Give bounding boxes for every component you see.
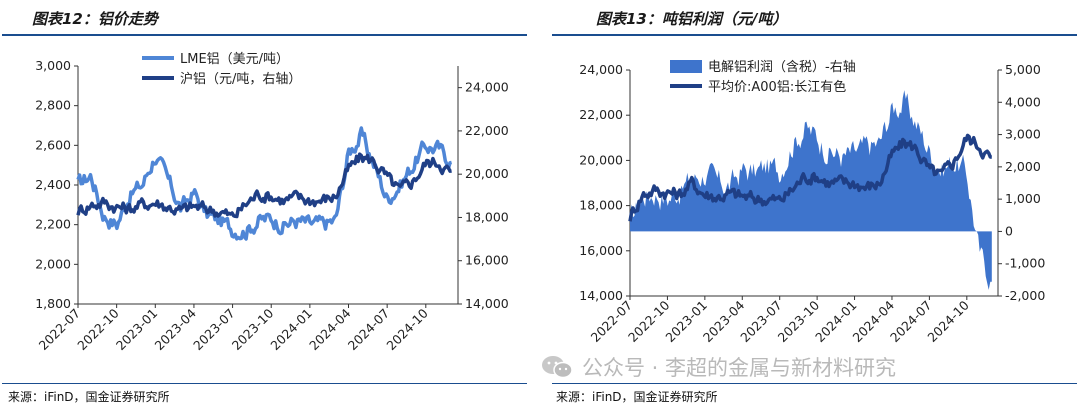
left-axis-tick-label: 22,000 — [579, 107, 623, 122]
left-source-note: 来源：iFinD，国金证券研究所 — [8, 390, 170, 404]
series-line-1 — [76, 152, 452, 219]
left-axis-tick-label: 2,800 — [35, 98, 71, 113]
series-line-1 — [628, 133, 993, 222]
left-axis-tick-label: 1,800 — [35, 296, 71, 311]
x-axis-tick-label: 2023-10 — [229, 305, 277, 353]
x-axis-tick-label: 2023-04 — [152, 305, 200, 353]
legend-label: 电解铝利润（含税）-右轴 — [708, 59, 856, 75]
right-axis-tick-label: 2,000 — [1005, 159, 1041, 174]
aluminum-price-chart: 1,800 2,000 2,200 2,400 2,600 2,800 3,000 14,00… — [35, 52, 509, 354]
watermark-text: 公众号 · 李超的金属与新材料研究 — [582, 356, 897, 380]
aluminum-profit-chart: 14,000 16,000 18,000 20,000 22,000 24,000 -2,0… — [579, 59, 1045, 345]
x-axis-tick-label: 2024-10 — [383, 305, 431, 353]
left-top-rule — [2, 34, 527, 36]
x-axis-tick-label: 2024-10 — [924, 297, 972, 345]
right-axis-tick-label: 3,000 — [1005, 127, 1041, 142]
left-axis-tick-label: 14,000 — [579, 288, 623, 303]
right-axis-tick-label: 20,000 — [465, 166, 509, 181]
watermark: 公众号 · 李超的金属与新材料研究 — [540, 352, 896, 382]
right-bottom-rule — [552, 383, 1077, 384]
legend-swatch — [670, 60, 702, 73]
wechat-logo-icon — [542, 356, 573, 379]
right-top-rule — [552, 34, 1077, 36]
left-bottom-rule — [2, 383, 527, 384]
series-line-0 — [76, 126, 453, 241]
right-source-note: 来源：iFinD，国金证券研究所 — [556, 390, 718, 404]
left-axis-tick-label: 3,000 — [35, 58, 71, 73]
legend-label: 平均价:A00铝:长江有色 — [708, 79, 846, 95]
x-axis-tick-label: 2022-07 — [36, 306, 84, 354]
right-axis-tick-label: 22,000 — [465, 123, 509, 138]
right-axis-tick-label: 4,000 — [1005, 94, 1041, 109]
x-axis-tick-label: 2023-07 — [190, 306, 238, 354]
left-axis-tick-label: 2,400 — [35, 177, 71, 192]
right-axis-tick-label: 16,000 — [465, 253, 509, 268]
x-axis-tick-label: 2023-01 — [113, 306, 161, 354]
legend-label: LME铝（美元/吨） — [180, 52, 289, 67]
left-axis-tick-label: 24,000 — [579, 62, 623, 77]
left-axis-tick-label: 18,000 — [579, 198, 623, 213]
right-axis-tick-label: -1,000 — [1005, 256, 1045, 271]
right-axis-tick-label: 1,000 — [1005, 191, 1041, 206]
left-panel-title: 图表12：铝价走势 — [32, 10, 158, 28]
right-axis-tick-label: 5,000 — [1005, 62, 1041, 77]
x-axis-tick-label: 2022-10 — [74, 305, 122, 353]
left-axis-tick-label: 16,000 — [579, 243, 623, 258]
x-axis-tick-label: 2024-01 — [267, 306, 315, 354]
left-axis-tick-label: 2,200 — [35, 217, 71, 232]
right-axis-tick-label: 14,000 — [465, 296, 509, 311]
left-axis-tick-label: 20,000 — [579, 152, 623, 167]
right-axis-tick-label: 0 — [1005, 223, 1013, 238]
x-axis-tick-label: 2024-04 — [306, 305, 354, 353]
right-axis-tick-label: 24,000 — [465, 80, 509, 95]
right-axis-tick-label: -2,000 — [1005, 288, 1045, 303]
legend-label: 沪铝（元/吨，右轴） — [180, 71, 301, 87]
x-axis-tick-label: 2024-07 — [345, 306, 393, 354]
left-axis-tick-label: 2,000 — [35, 256, 71, 271]
left-axis-tick-label: 2,600 — [35, 137, 71, 152]
right-axis-tick-label: 18,000 — [465, 209, 509, 224]
right-panel-title: 图表13：吨铝利润（元/吨） — [596, 10, 788, 28]
